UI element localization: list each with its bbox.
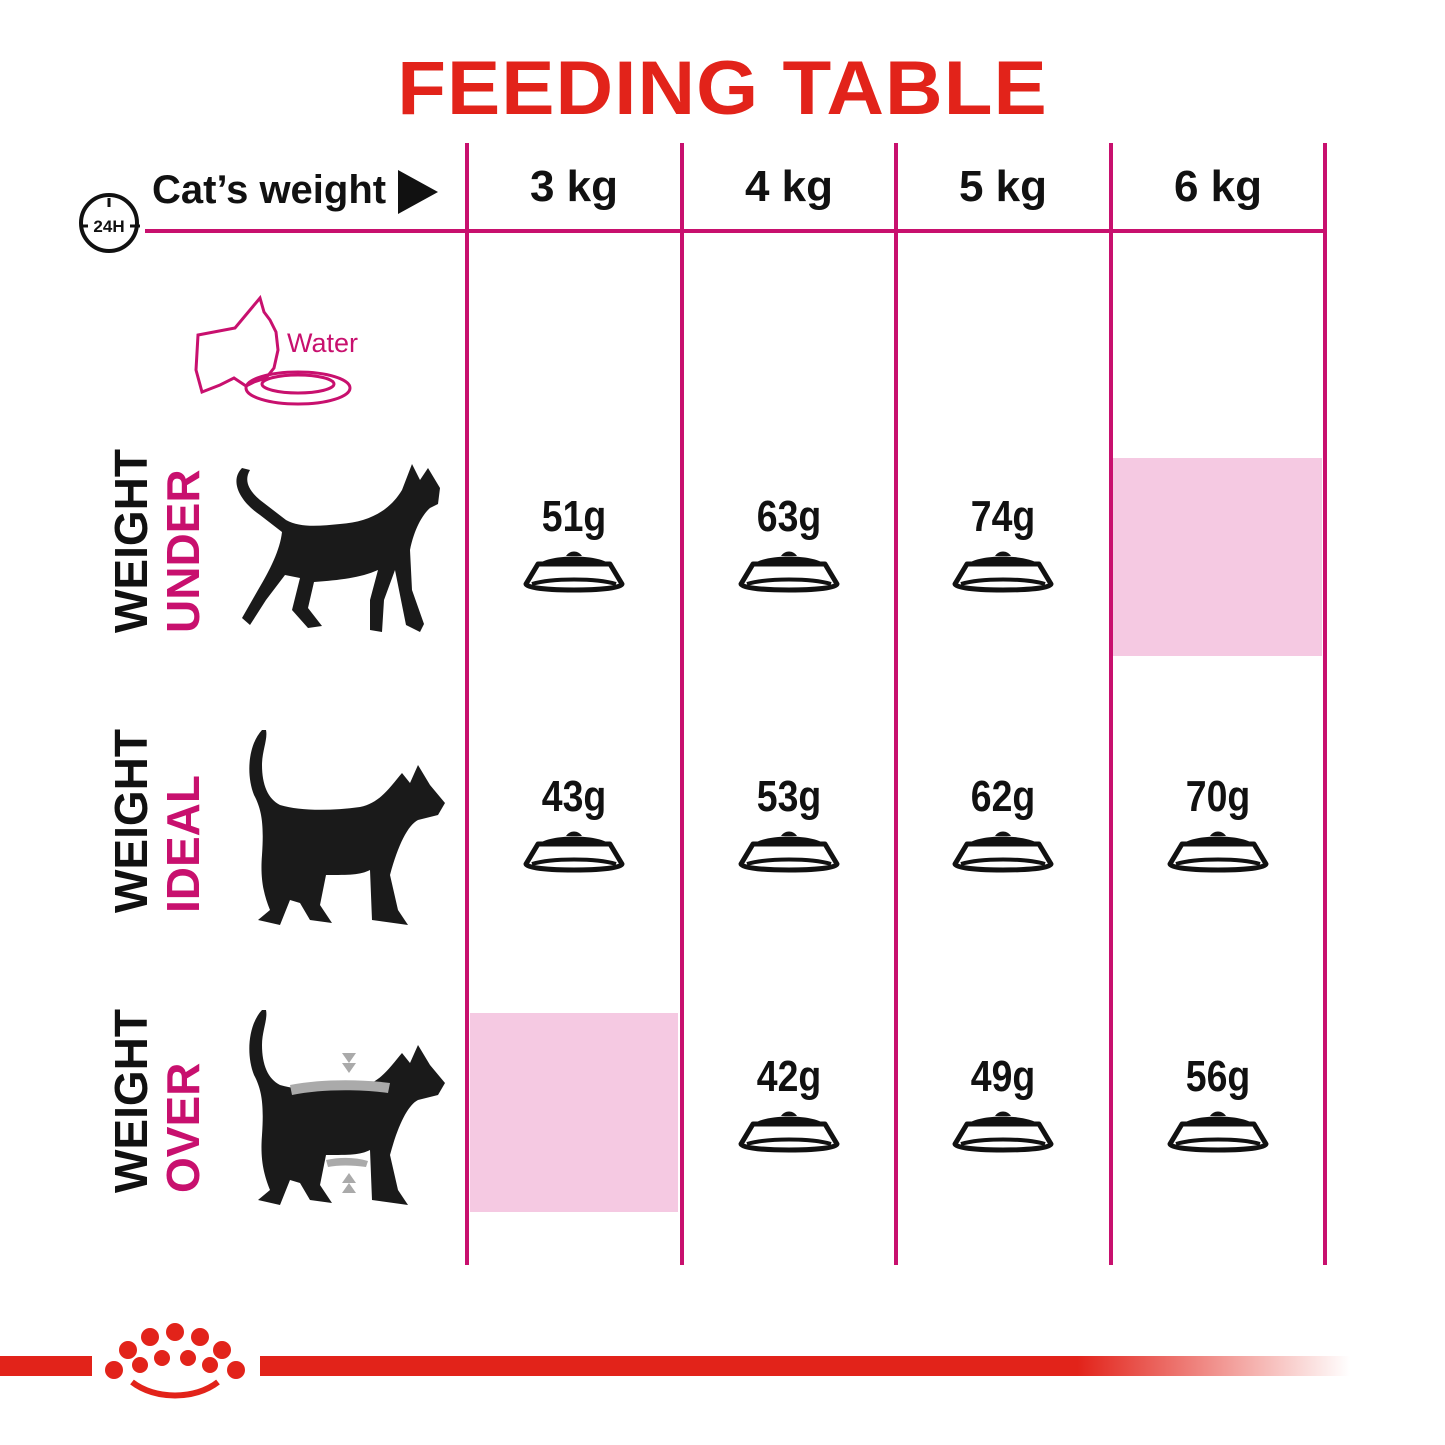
row-label-under-weight: WEIGHT UNDER	[105, 449, 209, 633]
food-bowl-icon	[738, 551, 840, 593]
clock-24h-icon: 24H	[79, 193, 140, 253]
feeding-amount-cell: 70g	[1111, 772, 1325, 876]
food-bowl-icon	[1167, 831, 1269, 873]
feeding-amount-cell: 56g	[1111, 1052, 1325, 1156]
feeding-amount: 53g	[756, 772, 822, 821]
food-bowl-icon	[523, 831, 625, 873]
feeding-amount-cell: 49g	[896, 1052, 1110, 1156]
cat-drinking-water-icon: Water	[194, 294, 358, 406]
feeding-amount-cell: 74g	[896, 492, 1110, 596]
brand-stripe	[260, 1356, 1350, 1376]
feeding-amount: 49g	[970, 1052, 1036, 1101]
feeding-amount-cell: 53g	[682, 772, 896, 876]
column-header-6kg: 6 kg	[1173, 162, 1263, 211]
food-bowl-icon	[1167, 1111, 1269, 1153]
feeding-amount: 42g	[756, 1052, 822, 1101]
feeding-amount: 51g	[541, 492, 607, 541]
feeding-amount: 56g	[1185, 1052, 1251, 1101]
cat-silhouette-icon	[236, 464, 440, 632]
feeding-amount-cell: 62g	[896, 772, 1110, 876]
column-header-3kg: 3 kg	[529, 162, 619, 211]
column-header-4kg: 4 kg	[744, 162, 834, 211]
feeding-amount-cell: 43g	[467, 772, 681, 876]
water-label: Water	[287, 328, 358, 358]
food-bowl-icon	[738, 831, 840, 873]
food-bowl-icon	[952, 1111, 1054, 1153]
column-divider	[894, 143, 898, 1265]
column-divider	[1323, 143, 1327, 1265]
row-label-over-weight: WEIGHT OVER	[105, 1009, 209, 1193]
cat-silhouette-icon	[249, 1010, 445, 1205]
cat-silhouette-icon	[249, 730, 445, 925]
row-label-ideal-weight: WEIGHT IDEAL	[105, 729, 209, 913]
column-divider	[1109, 143, 1113, 1265]
feeding-amount: 63g	[756, 492, 822, 541]
not-recommended-cell	[1113, 458, 1322, 656]
feeding-amount: 43g	[541, 772, 607, 821]
page-title: FEEDING TABLE	[397, 46, 1048, 131]
column-divider	[465, 143, 469, 1265]
cats-weight-label: Cat’s weight	[152, 168, 387, 212]
not-recommended-cell	[470, 1013, 678, 1212]
column-header-5kg: 5 kg	[958, 162, 1048, 211]
royal-canin-crown-logo	[105, 1323, 245, 1399]
play-arrow-icon	[398, 170, 438, 214]
feeding-amount-cell: 51g	[467, 492, 681, 596]
feeding-amount-cell: 63g	[682, 492, 896, 596]
feeding-amount: 62g	[970, 772, 1036, 821]
food-bowl-icon	[952, 831, 1054, 873]
food-bowl-icon	[523, 551, 625, 593]
food-bowl-icon	[952, 551, 1054, 593]
column-divider	[680, 143, 684, 1265]
feeding-amount-cell: 42g	[682, 1052, 896, 1156]
clock-label: 24H	[93, 217, 124, 236]
brand-stripe	[0, 1356, 92, 1376]
header-divider	[145, 229, 1327, 233]
feeding-amount: 70g	[1185, 772, 1251, 821]
food-bowl-icon	[738, 1111, 840, 1153]
feeding-amount: 74g	[970, 492, 1036, 541]
